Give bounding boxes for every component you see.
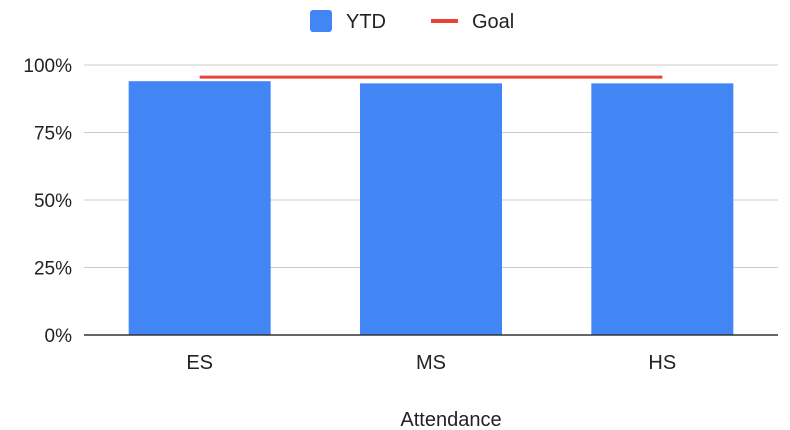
legend-goal-label: Goal xyxy=(472,11,514,33)
y-tick-label: 50% xyxy=(34,191,72,212)
bar-hs xyxy=(591,83,734,335)
x-axis-category-labels: ES MS HS xyxy=(186,352,676,374)
y-tick-label: 100% xyxy=(23,56,72,77)
bars xyxy=(128,81,734,335)
legend-ytd-label: YTD xyxy=(346,11,386,33)
x-category-label: HS xyxy=(648,352,676,374)
y-tick-label: 0% xyxy=(45,326,73,347)
x-axis-title: Attendance xyxy=(400,409,501,430)
bar-ms xyxy=(360,83,502,335)
legend: YTD Goal xyxy=(310,10,514,33)
bar-es xyxy=(128,81,271,335)
x-category-label: MS xyxy=(416,352,446,374)
y-axis-tick-labels: 0% 25% 50% 75% 100% xyxy=(23,56,72,347)
y-tick-label: 75% xyxy=(34,124,72,145)
y-tick-label: 25% xyxy=(34,259,72,280)
legend-ytd-swatch xyxy=(310,10,332,32)
x-category-label: ES xyxy=(186,352,213,374)
